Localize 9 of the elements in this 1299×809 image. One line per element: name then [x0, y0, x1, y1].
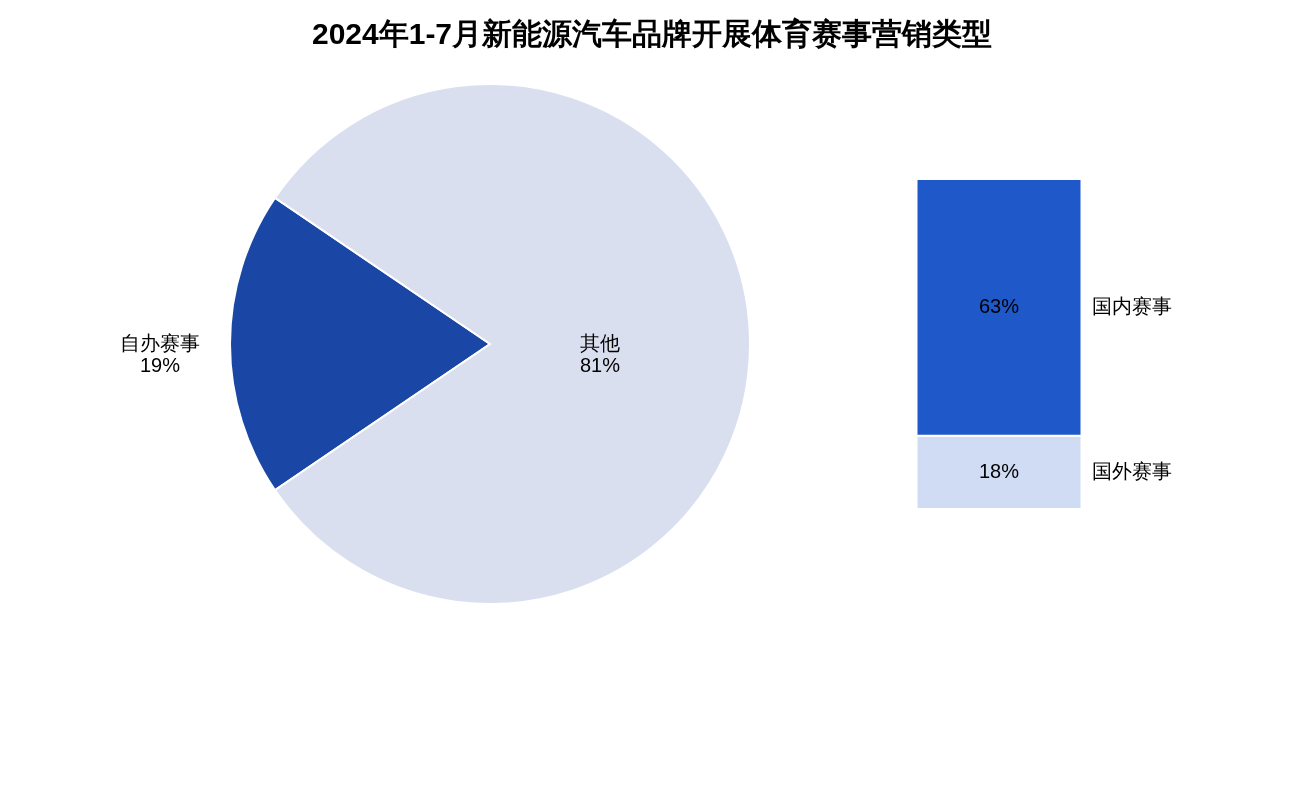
series-label: 国内赛事: [1092, 295, 1172, 318]
data-label: 18%: [978, 460, 1020, 483]
series-label: 国外赛事: [1092, 460, 1172, 483]
data-label: 19%: [139, 354, 181, 376]
data-label: 81%: [579, 354, 621, 376]
chart-title: 2024年1-7月新能源汽车品牌开展体育赛事营销类型: [311, 17, 993, 50]
data-label: 63%: [978, 295, 1020, 318]
slice-label: 自办赛事: [120, 332, 200, 354]
slice-label: 其他: [580, 332, 620, 354]
